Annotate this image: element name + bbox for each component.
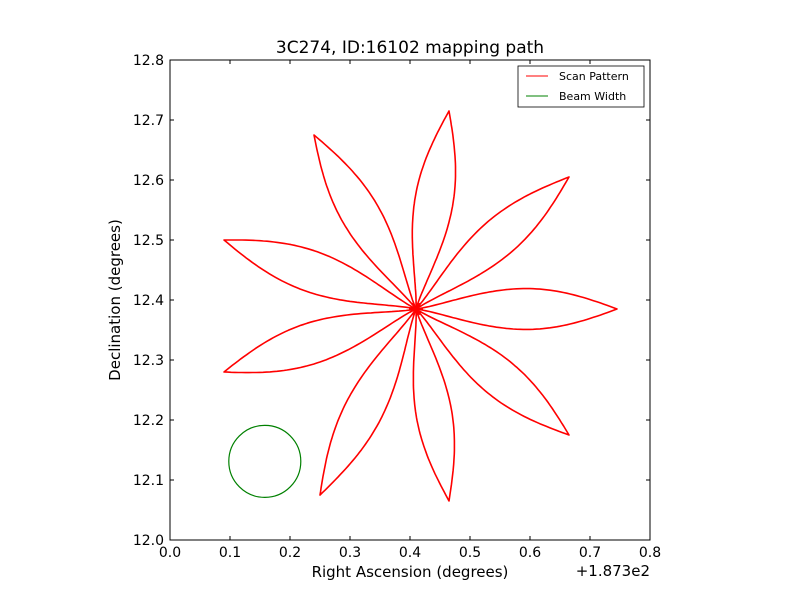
- y-tick-label: 12.1: [133, 473, 164, 489]
- y-axis-label: Declination (degrees): [106, 219, 124, 381]
- x-tick-label: 0.1: [219, 545, 241, 561]
- axis-ticks: 0.0 0.1 0.2 0.3 0.4 0.5 0.6 0.7 0.8 12.0 12.1 12.2 1…: [133, 53, 661, 561]
- legend-box: [517, 65, 645, 108]
- scan-petal: [412, 308, 456, 502]
- y-tick-label: 12.3: [133, 353, 164, 369]
- scan-petal: [223, 308, 417, 374]
- scan-petal: [415, 308, 570, 436]
- x-tick-label: 0.2: [279, 545, 301, 561]
- y-tick-label: 12.8: [133, 53, 164, 69]
- scan-petal: [313, 134, 417, 310]
- x-tick-label: 0.5: [459, 545, 481, 561]
- y-tick-label: 12.6: [133, 173, 164, 189]
- x-tick-label: 0.3: [339, 545, 361, 561]
- y-tick-label: 12.4: [133, 293, 164, 309]
- legend-label-beam-width: Beam Width: [559, 90, 626, 103]
- scan-petal: [415, 287, 618, 331]
- scan-center-ray: [415, 304, 423, 310]
- scan-petal: [415, 176, 570, 310]
- y-tick-label: 12.2: [133, 413, 164, 429]
- legend: Scan Pattern Beam Width: [517, 65, 645, 108]
- legend-label-scan-pattern: Scan Pattern: [559, 70, 629, 83]
- x-tick-label: 0.4: [399, 545, 421, 561]
- y-tick-label: 12.7: [133, 113, 164, 129]
- x-axis-offset-label: +1.873e2: [576, 562, 650, 580]
- scan-petal: [411, 110, 457, 310]
- beam-width-circle: [228, 424, 302, 498]
- x-tick-label: 0.6: [519, 545, 541, 561]
- y-tick-label: 12.5: [133, 233, 164, 249]
- x-tick-label: 0.8: [639, 545, 661, 561]
- x-axis-label: Right Ascension (degrees): [312, 563, 509, 581]
- scan-petal: [319, 308, 417, 496]
- chart-title: 3C274, ID:16102 mapping path: [276, 38, 544, 58]
- x-tick-label: 0.0: [159, 545, 181, 561]
- x-tick-label: 0.7: [579, 545, 601, 561]
- y-tick-label: 12.0: [133, 533, 164, 549]
- plot-area: [223, 110, 618, 502]
- scan-petal: [223, 239, 417, 310]
